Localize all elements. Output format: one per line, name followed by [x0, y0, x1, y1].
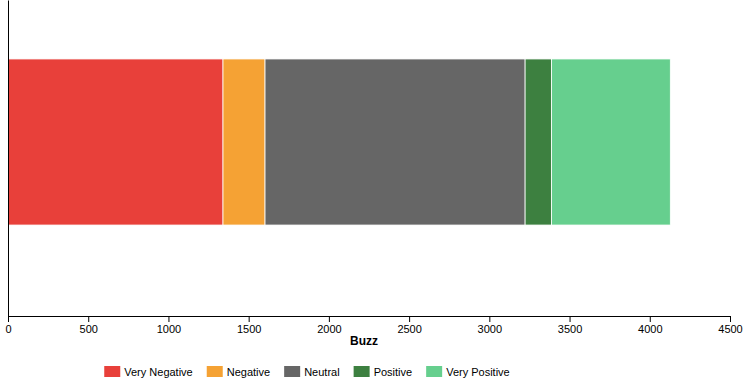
x-tick-mark	[650, 316, 651, 322]
bar-segment	[552, 59, 671, 225]
x-tick: 2000	[317, 316, 341, 335]
x-tick: 2500	[397, 316, 421, 335]
x-tick-label: 2000	[317, 323, 341, 335]
legend-label: Positive	[374, 366, 413, 378]
x-tick-mark	[249, 316, 250, 322]
x-tick: 0	[5, 316, 11, 335]
x-tick-mark	[329, 316, 330, 322]
x-tick-label: 4000	[638, 323, 662, 335]
legend-label: Very Negative	[124, 366, 192, 378]
x-tick-mark	[88, 316, 89, 322]
legend-swatch	[104, 366, 120, 377]
legend-swatch	[284, 366, 300, 377]
x-tick-label: 1500	[237, 323, 261, 335]
legend-swatch	[207, 366, 223, 377]
legend-item: Negative	[207, 366, 270, 378]
x-tick-label: 3500	[558, 323, 582, 335]
bar-segment	[223, 59, 265, 225]
x-tick: 4000	[638, 316, 662, 335]
legend-label: Negative	[227, 366, 270, 378]
bar-segment	[8, 59, 223, 225]
x-tick-label: 1000	[157, 323, 181, 335]
x-tick-mark	[570, 316, 571, 322]
x-tick-label: 500	[80, 323, 98, 335]
x-tick: 3000	[478, 316, 502, 335]
legend-item: Neutral	[284, 366, 339, 378]
x-tick-label: 2500	[397, 323, 421, 335]
legend-item: Very Positive	[426, 366, 510, 378]
x-tick-mark	[8, 316, 9, 322]
x-tick: 1000	[157, 316, 181, 335]
x-axis: 0 500 1000 1500 2000 2500 3000 3500 4000 4500	[5, 316, 742, 335]
x-tick-mark	[489, 316, 490, 322]
x-tick-mark	[730, 316, 731, 322]
x-tick: 500	[80, 316, 98, 335]
bar-segment	[265, 59, 525, 225]
legend-swatch	[426, 366, 442, 377]
x-tick: 3500	[558, 316, 582, 335]
x-axis-title: Buzz	[350, 334, 378, 348]
chart: 0 500 1000 1500 2000 2500 3000 3500 4000 4500 Buzz…	[0, 0, 749, 387]
x-tick-mark	[168, 316, 169, 322]
y-axis-line	[8, 1, 9, 317]
x-tick: 1500	[237, 316, 261, 335]
legend-item: Very Negative	[104, 366, 192, 378]
legend-label: Very Positive	[446, 366, 510, 378]
x-tick-label: 3000	[478, 323, 502, 335]
bar-segment	[525, 59, 551, 225]
x-tick: 4500	[718, 316, 742, 335]
legend-item: Positive	[354, 366, 413, 378]
x-tick-mark	[409, 316, 410, 322]
legend-label: Neutral	[304, 366, 339, 378]
x-tick-label: 0	[5, 323, 11, 335]
y-axis	[8, 1, 9, 317]
x-tick-label: 4500	[718, 323, 742, 335]
bars	[8, 59, 670, 225]
legend: Very Negative Negative Neutral Positive Very…	[104, 366, 510, 378]
x-axis-line	[9, 316, 731, 317]
legend-swatch	[354, 366, 370, 377]
